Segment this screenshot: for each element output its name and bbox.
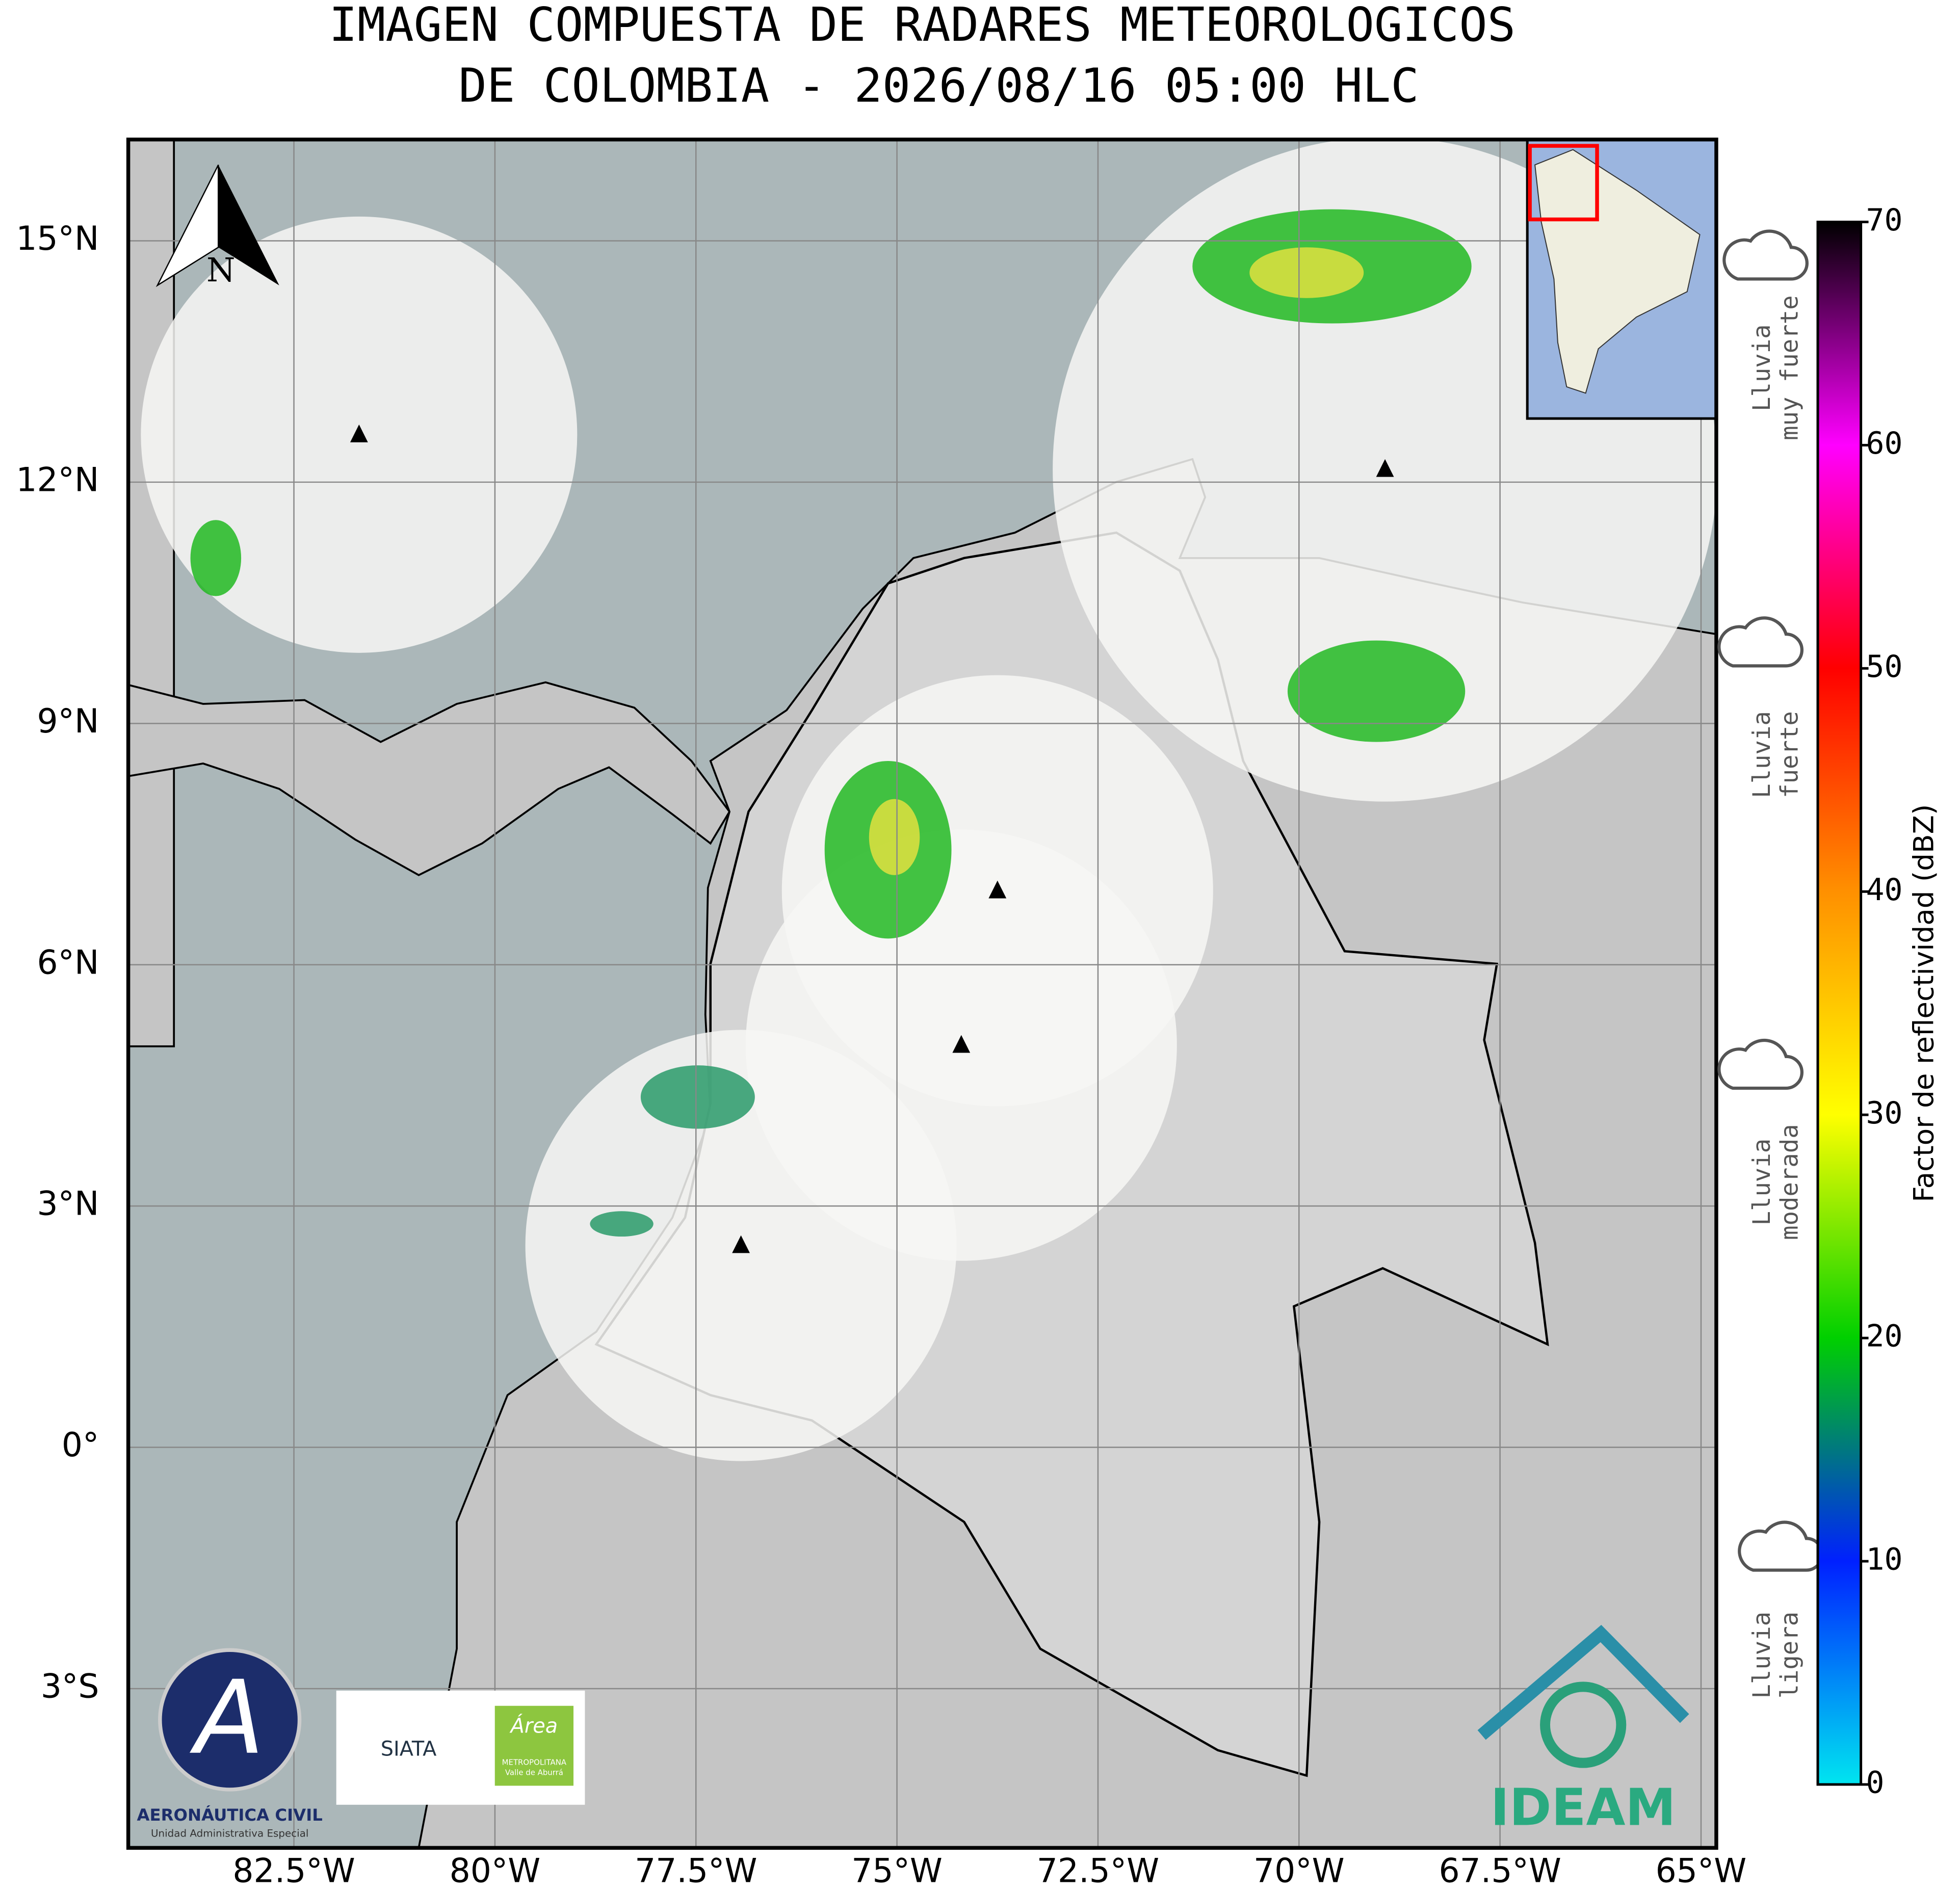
aero-logo-mark: A: [190, 1659, 265, 1777]
echo: [1249, 247, 1364, 298]
colorbar-tick-label: 70: [1866, 203, 1903, 238]
area-logo-sub: METROPOLITANA: [502, 1758, 567, 1767]
colorbar-label: Factor de reflectividad (dBZ): [1907, 804, 1940, 1202]
title-line: IMAGEN COMPUESTA DE RADARES METEOROLOGIC…: [329, 0, 1516, 52]
area-logo-sub: Valle de Aburrá: [505, 1768, 563, 1777]
land: [128, 139, 175, 1047]
echo: [590, 1211, 654, 1237]
lon-tick-label: 70°W: [1253, 1852, 1345, 1890]
aero-sub: Unidad Administrativa Especial: [151, 1828, 308, 1840]
weather-icons: [1717, 229, 1824, 1572]
lat-tick-label: 9°N: [37, 702, 99, 741]
icon: [1717, 1038, 1804, 1090]
colorbar-tick-label: 20: [1866, 1319, 1903, 1354]
map-frame: [126, 137, 1718, 1850]
land: [128, 681, 731, 877]
title-line: DE COLOMBIA - 2026/08/16 05:00 HLC: [459, 59, 1419, 113]
colorbar-tick-label: 10: [1866, 1542, 1903, 1578]
rain-categories: Lluvia muy fuerte Lluvia fuerte Lluvia mode…: [1748, 295, 1804, 1698]
rain-category: ligera: [1776, 1612, 1804, 1699]
area-logo-title: Área: [509, 1714, 558, 1738]
icon: [1717, 616, 1804, 668]
rain-category: Lluvia: [1748, 1612, 1776, 1699]
aero-name: AERONÁUTICA CIVIL: [137, 1805, 323, 1825]
colorbar-tick-label: 50: [1866, 649, 1903, 685]
colorbar-tick-label: 30: [1866, 1096, 1903, 1131]
north-label: N: [206, 251, 236, 290]
colorbar-tick-label: 0: [1866, 1766, 1885, 1801]
lon-tick-label: 80°W: [450, 1852, 541, 1890]
rain-category: moderada: [1776, 1124, 1804, 1240]
icon: [1738, 1520, 1824, 1572]
icon: [1722, 229, 1809, 281]
ideam-logo: IDEAM: [1491, 1779, 1676, 1837]
ideam-roof: [1477, 1624, 1689, 1740]
radar-site: [988, 880, 1007, 899]
radar-site: [1376, 459, 1394, 477]
lon-tick-label: 65°W: [1656, 1852, 1747, 1890]
area-logo: [494, 1705, 574, 1786]
lat-tick-label: 3°S: [41, 1668, 99, 1706]
rain-category: fuerte: [1776, 711, 1804, 798]
inset-extent: [1528, 144, 1599, 222]
ideam-swirl: [1540, 1682, 1627, 1768]
lat-tick-label: 15°N: [16, 220, 99, 258]
aero-logo: [158, 1648, 302, 1792]
inset-continent: [1534, 149, 1701, 394]
lat-tick-label: 12°N: [16, 461, 99, 500]
rain-category: Lluvia: [1748, 711, 1776, 798]
echoes: [190, 209, 1472, 1237]
lon-tick-label: 67.5°W: [1439, 1852, 1561, 1890]
lon-tick-label: 75°W: [851, 1852, 943, 1890]
rain-category: muy fuerte: [1776, 295, 1804, 440]
rain-category: Lluvia: [1748, 324, 1776, 411]
rain-category: Lluvia: [1748, 1139, 1776, 1226]
radar-site: [952, 1035, 971, 1053]
lon-tick-label: 82.5°W: [232, 1852, 355, 1890]
lat-tick-label: 0°: [62, 1426, 99, 1464]
colorbar: [1816, 220, 1863, 1786]
siata-logo: SIATA: [381, 1737, 437, 1761]
colorbar-tick-label: 60: [1866, 426, 1903, 461]
radar-site: [732, 1235, 750, 1253]
map: N A AERONÁUTICA CIVIL Unidad Administrat…: [128, 139, 1716, 1848]
lon-tick-label: 77.5°W: [635, 1852, 757, 1890]
echo: [869, 799, 920, 875]
lon-tick-label: 72.5°W: [1037, 1852, 1159, 1890]
radar-site: [350, 424, 368, 442]
lat-tick-label: 3°N: [37, 1185, 99, 1223]
colorbar-tick-label: 40: [1866, 873, 1903, 908]
echo: [190, 520, 242, 596]
echo: [1287, 640, 1466, 742]
echo: [640, 1065, 755, 1129]
lat-tick-label: 6°N: [37, 943, 99, 982]
